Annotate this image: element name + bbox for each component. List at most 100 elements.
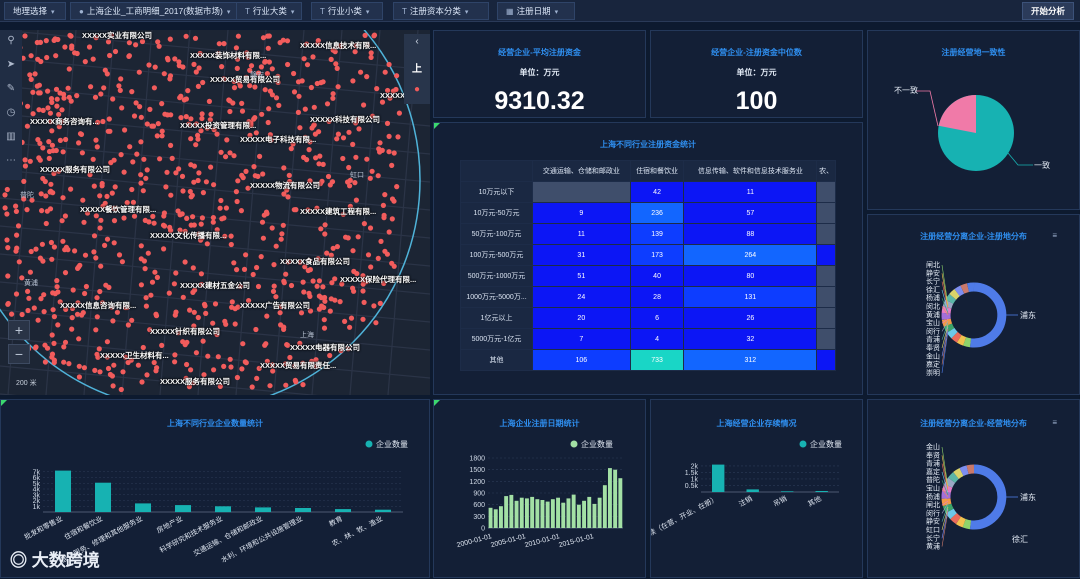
pivot-cell[interactable]: 28 <box>630 287 684 308</box>
company-marker[interactable] <box>397 111 402 116</box>
company-marker[interactable] <box>382 192 387 197</box>
company-marker[interactable] <box>249 63 254 68</box>
company-marker[interactable] <box>224 137 229 142</box>
company-marker[interactable] <box>38 59 43 64</box>
company-marker[interactable] <box>307 147 312 152</box>
company-marker[interactable] <box>110 318 115 323</box>
company-marker[interactable] <box>297 125 302 130</box>
company-marker[interactable] <box>3 205 8 210</box>
company-marker[interactable] <box>127 53 132 58</box>
pivot-cell[interactable]: 131 <box>684 287 817 308</box>
bar[interactable] <box>816 491 828 492</box>
pivot-cell[interactable] <box>817 224 836 245</box>
company-marker[interactable] <box>107 129 112 134</box>
company-marker[interactable] <box>235 178 240 183</box>
company-marker[interactable] <box>321 79 326 84</box>
company-marker[interactable] <box>276 103 281 108</box>
company-marker[interactable] <box>4 237 9 242</box>
donut-segment[interactable] <box>962 470 968 472</box>
company-marker[interactable] <box>51 307 56 312</box>
company-marker[interactable] <box>133 42 138 47</box>
company-marker[interactable] <box>221 41 226 46</box>
lasso-icon[interactable]: ✎ <box>0 78 22 100</box>
pivot-col-header[interactable]: 交通运输、仓储和邮政业 <box>533 161 631 182</box>
company-marker[interactable] <box>103 283 108 288</box>
donut-segment[interactable] <box>962 288 968 290</box>
company-marker[interactable] <box>329 280 334 285</box>
pivot-col-header[interactable]: 信息传输、软件和信息技术服务业 <box>684 161 817 182</box>
company-marker[interactable] <box>207 99 212 104</box>
company-marker[interactable] <box>53 36 58 41</box>
company-marker[interactable] <box>194 350 199 355</box>
bar[interactable] <box>541 500 545 528</box>
company-marker[interactable] <box>271 262 276 267</box>
company-marker[interactable] <box>349 316 354 321</box>
company-marker[interactable] <box>285 194 290 199</box>
bar[interactable] <box>55 471 71 512</box>
company-marker[interactable] <box>28 159 33 164</box>
bar[interactable] <box>587 497 591 528</box>
company-marker[interactable] <box>216 354 221 359</box>
company-marker[interactable] <box>187 308 192 313</box>
company-marker[interactable] <box>260 220 265 225</box>
company-marker[interactable] <box>161 223 166 228</box>
company-marker[interactable] <box>93 327 98 332</box>
bar[interactable] <box>95 483 111 512</box>
company-marker[interactable] <box>152 221 157 226</box>
company-marker[interactable] <box>184 216 189 221</box>
company-marker[interactable] <box>87 44 92 49</box>
company-marker[interactable] <box>45 89 50 94</box>
company-marker[interactable] <box>369 55 374 60</box>
company-marker[interactable] <box>20 312 25 317</box>
company-marker[interactable] <box>55 289 60 294</box>
company-marker[interactable] <box>386 149 391 154</box>
company-marker[interactable] <box>69 43 74 48</box>
company-marker[interactable] <box>303 107 308 112</box>
donut-segment[interactable] <box>957 290 962 293</box>
company-marker[interactable] <box>97 369 102 374</box>
company-marker[interactable] <box>243 359 248 364</box>
company-marker[interactable] <box>266 106 271 111</box>
company-marker[interactable] <box>76 140 81 145</box>
company-marker[interactable] <box>191 62 196 67</box>
company-marker[interactable] <box>25 308 30 313</box>
company-marker[interactable] <box>92 233 97 238</box>
company-marker[interactable] <box>49 128 54 133</box>
pivot-cell[interactable]: 173 <box>630 245 684 266</box>
company-marker[interactable] <box>289 283 294 288</box>
company-marker[interactable] <box>395 134 400 139</box>
company-marker[interactable] <box>45 105 50 110</box>
company-marker[interactable] <box>322 326 327 331</box>
company-marker[interactable] <box>347 183 352 188</box>
company-marker[interactable] <box>35 84 40 89</box>
bar[interactable] <box>215 506 231 512</box>
company-marker[interactable] <box>170 156 175 161</box>
company-marker[interactable] <box>196 315 201 320</box>
pivot-cell[interactable]: 11 <box>533 224 631 245</box>
company-marker[interactable] <box>173 270 178 275</box>
navigate-icon[interactable]: ➤ <box>0 54 22 76</box>
company-marker[interactable] <box>80 198 85 203</box>
company-marker[interactable] <box>95 314 100 319</box>
company-marker[interactable] <box>219 216 224 221</box>
company-marker[interactable] <box>122 127 127 132</box>
company-marker[interactable] <box>309 125 314 130</box>
company-marker[interactable] <box>61 149 66 154</box>
pivot-cell[interactable] <box>817 329 836 350</box>
company-marker[interactable] <box>144 372 149 377</box>
company-marker[interactable] <box>93 138 98 143</box>
company-marker[interactable] <box>342 319 347 324</box>
company-marker[interactable] <box>9 312 14 317</box>
company-marker[interactable] <box>51 341 56 346</box>
company-marker[interactable] <box>119 105 124 110</box>
company-marker[interactable] <box>40 176 45 181</box>
company-marker[interactable] <box>52 314 57 319</box>
company-marker[interactable] <box>374 86 379 91</box>
company-marker[interactable] <box>320 284 325 289</box>
company-marker[interactable] <box>23 157 28 162</box>
company-marker[interactable] <box>44 221 49 226</box>
company-marker[interactable] <box>203 311 208 316</box>
company-marker[interactable] <box>95 144 100 149</box>
donut-segment[interactable] <box>971 287 1002 343</box>
